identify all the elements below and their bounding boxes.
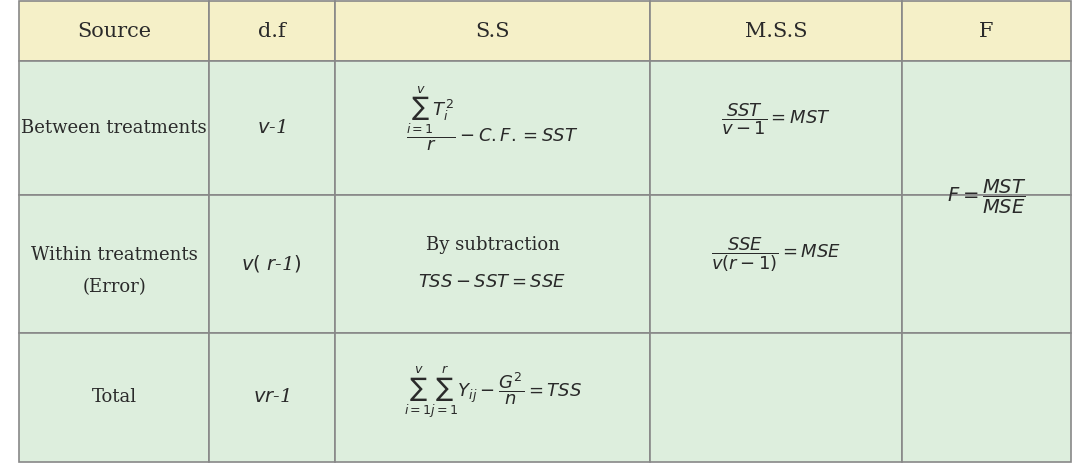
- Text: $\sum_{i=1}^{v}\sum_{j=1}^{r} Y_{ij} - \dfrac{G^2}{n} = TSS$: $\sum_{i=1}^{v}\sum_{j=1}^{r} Y_{ij} - \…: [403, 365, 581, 420]
- FancyBboxPatch shape: [903, 333, 1071, 462]
- Text: $v$-1: $v$-1: [257, 119, 286, 137]
- FancyBboxPatch shape: [209, 61, 334, 194]
- FancyBboxPatch shape: [334, 61, 650, 194]
- Text: $vr$-1: $vr$-1: [253, 388, 291, 406]
- FancyBboxPatch shape: [209, 333, 334, 462]
- Text: By subtraction: By subtraction: [426, 236, 560, 254]
- Text: $TSS - SST = SSE$: $TSS - SST = SSE$: [418, 273, 566, 291]
- FancyBboxPatch shape: [650, 1, 903, 61]
- FancyBboxPatch shape: [650, 333, 903, 462]
- FancyBboxPatch shape: [209, 1, 334, 61]
- Text: $\dfrac{SST}{v-1} = MST$: $\dfrac{SST}{v-1} = MST$: [721, 101, 831, 137]
- FancyBboxPatch shape: [903, 194, 1071, 333]
- FancyBboxPatch shape: [650, 194, 903, 333]
- Text: $v(\ r$-1$)$: $v(\ r$-1$)$: [241, 253, 302, 274]
- Text: d.f: d.f: [258, 22, 285, 41]
- Text: $\dfrac{SSE}{v(r-1)} = MSE$: $\dfrac{SSE}{v(r-1)} = MSE$: [711, 235, 842, 274]
- FancyBboxPatch shape: [334, 194, 650, 333]
- Text: M.S.S: M.S.S: [745, 22, 807, 41]
- FancyBboxPatch shape: [650, 61, 903, 194]
- FancyBboxPatch shape: [19, 194, 209, 333]
- FancyBboxPatch shape: [209, 194, 334, 333]
- FancyBboxPatch shape: [19, 61, 209, 194]
- Text: F: F: [979, 22, 994, 41]
- FancyBboxPatch shape: [334, 333, 650, 462]
- FancyBboxPatch shape: [19, 1, 209, 61]
- FancyBboxPatch shape: [903, 1, 1071, 61]
- FancyBboxPatch shape: [334, 1, 650, 61]
- Text: Total: Total: [91, 388, 136, 406]
- Text: $F = \dfrac{MST}{MSE}$: $F = \dfrac{MST}{MSE}$: [947, 178, 1026, 216]
- Text: Source: Source: [77, 22, 151, 41]
- Text: (Error): (Error): [83, 278, 146, 296]
- Text: Within treatments: Within treatments: [31, 245, 197, 263]
- FancyBboxPatch shape: [19, 333, 209, 462]
- Text: Between treatments: Between treatments: [21, 119, 207, 137]
- Text: $\dfrac{\sum_{i=1}^{v} T_i^2}{r} - C.F. = SST$: $\dfrac{\sum_{i=1}^{v} T_i^2}{r} - C.F. …: [406, 85, 579, 153]
- Text: S.S: S.S: [475, 22, 509, 41]
- FancyBboxPatch shape: [903, 61, 1071, 194]
